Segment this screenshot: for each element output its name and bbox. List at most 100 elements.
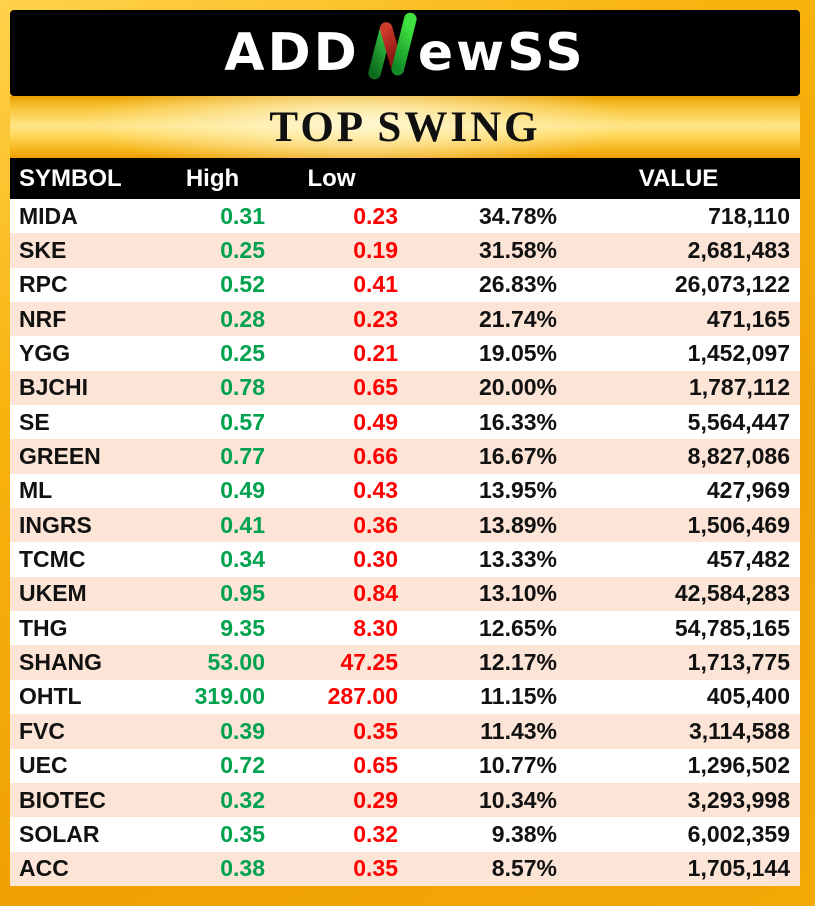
cell-swing: 12.65%: [478, 614, 557, 641]
cell-value: 471,165: [706, 305, 790, 332]
cell-high: 0.25: [220, 340, 265, 367]
cell-low: 0.32: [353, 820, 398, 847]
table-row: SHANG 53.00 47.25 12.17% 1,713,775: [10, 645, 800, 680]
table-body: MIDA 0.31 0.23 34.78% 718,110 SKE 0.25 0…: [10, 199, 800, 886]
logo-text-add: ADD: [224, 23, 360, 83]
cell-value: 427,969: [706, 477, 790, 504]
cell-swing: 26.83%: [478, 271, 557, 298]
logo-banner: ADD: [10, 10, 800, 96]
cell-swing: 10.77%: [478, 752, 557, 779]
cell-high: 0.32: [220, 786, 265, 813]
cell-value: 1,787,112: [688, 374, 790, 401]
cell-high: 0.39: [220, 717, 265, 744]
table-row: OHTL 319.00 287.00 11.15% 405,400: [10, 679, 800, 715]
cell-high: 0.41: [220, 511, 265, 538]
cell-high: 0.95: [220, 580, 265, 607]
cell-high: 0.31: [220, 202, 265, 229]
cell-swing: 19.05%: [478, 340, 557, 367]
green-red-n-icon: [368, 12, 417, 80]
table-row: YGG 0.25 0.21 19.05% 1,452,097: [10, 336, 800, 371]
cell-swing: 13.89%: [478, 511, 557, 538]
cell-symbol: THG: [19, 614, 68, 641]
cell-value: 26,073,122: [674, 271, 790, 298]
cell-low: 0.35: [353, 717, 398, 744]
cell-low: 0.21: [353, 340, 398, 367]
cell-value: 54,785,165: [674, 614, 790, 641]
cell-swing: 13.33%: [478, 546, 557, 573]
addnewss-logo: ADD: [224, 12, 585, 84]
cell-symbol: BIOTEC: [19, 786, 106, 813]
cell-high: 0.57: [220, 408, 265, 435]
cell-low: 8.30: [353, 614, 398, 641]
cell-value: 5,564,447: [687, 408, 790, 435]
cell-value: 1,713,775: [687, 649, 790, 676]
cell-symbol: UEC: [19, 752, 68, 779]
cell-swing: 9.38%: [491, 820, 557, 847]
header-low: Low: [307, 164, 356, 192]
cell-high: 0.78: [220, 374, 265, 401]
cell-value: 3,114,588: [688, 717, 790, 744]
cell-symbol: SHANG: [19, 649, 103, 676]
cell-swing: 11.15%: [480, 683, 557, 710]
cell-symbol: NRF: [19, 305, 67, 332]
cell-symbol: RPC: [19, 271, 68, 298]
cell-low: 0.66: [353, 443, 398, 470]
cell-low: 287.00: [327, 683, 398, 710]
cell-symbol: SOLAR: [19, 820, 100, 847]
cell-value: 1,296,502: [687, 752, 790, 779]
table-row: NRF 0.28 0.23 21.74% 471,165: [10, 302, 800, 337]
table-header-row: SYMBOL High Low VALUE: [10, 158, 800, 199]
cell-swing: 11.43%: [480, 717, 557, 744]
cell-value: 6,002,359: [687, 820, 790, 847]
table-row: BJCHI 0.78 0.65 20.00% 1,787,112: [10, 370, 800, 406]
cell-symbol: SKE: [19, 237, 67, 264]
cell-symbol: YGG: [19, 340, 71, 367]
cell-high: 0.38: [220, 855, 265, 882]
cell-low: 0.49: [353, 408, 398, 435]
cell-low: 0.35: [353, 855, 398, 882]
cell-high: 0.25: [220, 237, 265, 264]
table-row: FVC 0.39 0.35 11.43% 3,114,588: [10, 714, 800, 749]
cell-high: 0.72: [220, 752, 265, 779]
cell-low: 0.29: [353, 786, 398, 813]
cell-swing: 20.00%: [478, 374, 557, 401]
cell-symbol: FVC: [19, 717, 65, 744]
content: ADD: [10, 10, 800, 886]
cell-symbol: INGRS: [19, 511, 92, 538]
table-row: UKEM 0.95 0.84 13.10% 42,584,283: [10, 576, 800, 612]
cell-symbol: UKEM: [19, 580, 87, 607]
cell-low: 47.25: [340, 649, 398, 676]
cell-symbol: OHTL: [19, 683, 82, 710]
table-row: SE 0.57 0.49 16.33% 5,564,447: [10, 405, 800, 440]
cell-swing: 16.67%: [478, 443, 557, 470]
cell-low: 0.36: [353, 511, 398, 538]
cell-swing: 13.10%: [478, 580, 557, 607]
cell-swing: 8.57%: [491, 855, 557, 882]
cell-value: 405,400: [706, 683, 790, 710]
cell-high: 0.49: [220, 477, 265, 504]
title-banner: TOP SWING: [10, 96, 800, 158]
cell-low: 0.30: [353, 546, 398, 573]
cell-low: 0.19: [353, 237, 398, 264]
cell-swing: 16.33%: [478, 408, 557, 435]
cell-low: 0.65: [353, 374, 398, 401]
page-title: TOP SWING: [269, 103, 541, 151]
cell-symbol: SE: [19, 408, 50, 435]
cell-swing: 13.95%: [478, 477, 557, 504]
cell-value: 718,110: [708, 202, 790, 229]
cell-low: 0.65: [353, 752, 398, 779]
cell-high: 0.34: [220, 546, 265, 573]
cell-swing: 31.58%: [478, 237, 557, 264]
table-row: RPC 0.52 0.41 26.83% 26,073,122: [10, 267, 800, 303]
cell-low: 0.23: [353, 202, 398, 229]
cell-high: 0.35: [220, 820, 265, 847]
table-row: BIOTEC 0.32 0.29 10.34% 3,293,998: [10, 782, 800, 818]
table-row: ML 0.49 0.43 13.95% 427,969: [10, 473, 800, 509]
table-row: TCMC 0.34 0.30 13.33% 457,482: [10, 542, 800, 577]
cell-low: 0.23: [353, 305, 398, 332]
cell-symbol: ML: [19, 477, 53, 504]
cell-symbol: BJCHI: [19, 374, 89, 401]
cell-value: 1,506,469: [687, 511, 790, 538]
cell-value: 2,681,483: [687, 237, 790, 264]
